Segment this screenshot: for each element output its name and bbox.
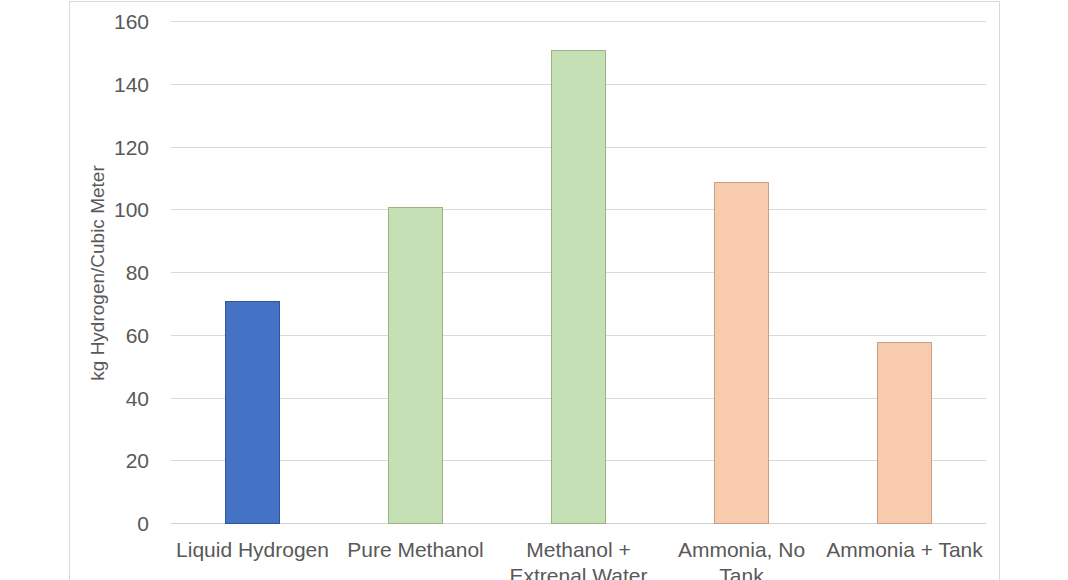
y-tick-label: 0 (89, 513, 149, 535)
y-tick-label: 100 (89, 199, 149, 221)
y-tick-label: 140 (89, 74, 149, 96)
bar (225, 301, 280, 524)
y-tick-label: 20 (89, 450, 149, 472)
bar (551, 50, 606, 524)
plot-area (171, 22, 986, 524)
y-axis-ticks: 020406080100120140160 (89, 22, 149, 524)
x-category-label-line: Extrenal Water (497, 563, 660, 580)
x-category-label-line: Liquid Hydrogen (171, 537, 334, 563)
x-category-label: Ammonia + Tank (823, 537, 986, 580)
x-axis-labels: Liquid HydrogenPure MethanolMethanol +Ex… (171, 537, 986, 580)
x-category-label-line: Methanol + (497, 537, 660, 563)
x-category-label: Liquid Hydrogen (171, 537, 334, 580)
y-tick-label: 40 (89, 388, 149, 410)
bar (877, 342, 932, 524)
y-tick-label: 80 (89, 262, 149, 284)
x-category-label: Methanol +Extrenal Water (497, 537, 660, 580)
y-tick-label: 120 (89, 137, 149, 159)
x-category-label-line: Tank (660, 563, 823, 580)
chart-page: kg Hydrogen/Cubic Meter 0204060801001201… (0, 0, 1068, 580)
y-tick-label: 60 (89, 325, 149, 347)
chart-container: kg Hydrogen/Cubic Meter 0204060801001201… (69, 1, 1000, 580)
bar (714, 182, 769, 524)
y-tick-label: 160 (89, 11, 149, 33)
x-category-label-line: Ammonia + Tank (823, 537, 986, 563)
x-category-label: Ammonia, NoTank (660, 537, 823, 580)
bar (388, 207, 443, 524)
x-category-label: Pure Methanol (334, 537, 497, 580)
gridline (171, 21, 986, 22)
x-category-label-line: Pure Methanol (334, 537, 497, 563)
x-category-label-line: Ammonia, No (660, 537, 823, 563)
